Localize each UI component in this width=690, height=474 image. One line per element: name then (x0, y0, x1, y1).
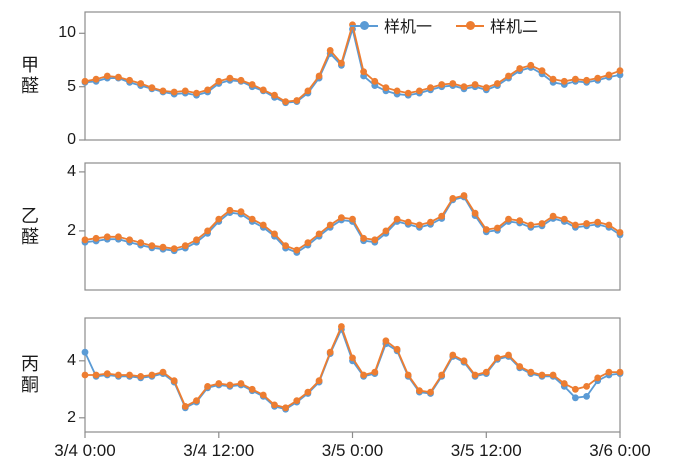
y-tick-label: 5 (67, 77, 76, 95)
legend-label-series1: 样机一 (384, 19, 433, 36)
series2-dot-swatch (466, 20, 476, 30)
x-tick-label: 3/4 0:00 (54, 441, 116, 460)
series1-marker-icon (350, 20, 378, 31)
y-tick-label: 2 (67, 221, 76, 239)
y-axis-title-formaldehyde: 甲醛 (19, 55, 39, 97)
legend-label-series2: 样机二 (490, 19, 539, 36)
y-axis-title-acetone: 丙酮 (19, 354, 39, 396)
x-axis-labels: 3/4 0:00 3/4 12:00 3/5 0:00 3/5 12:00 3/6 0:… (0, 441, 690, 467)
x-tick-label: 3/5 12:00 (450, 441, 522, 460)
y-tick-label: 4 (67, 162, 76, 180)
y-tick-label: 0 (67, 131, 76, 148)
series2-marker-icon (456, 20, 485, 31)
y-tick-label: 4 (67, 351, 76, 369)
x-tick-label: 3/4 12:00 (183, 441, 255, 460)
legend: 样机一 样机二 (350, 13, 538, 37)
plot-area-acetaldehyde (79, 162, 624, 291)
plot-area-acetone (79, 317, 624, 438)
legend-item-series2: 样机二 (456, 13, 538, 37)
x-tick-label: 3/6 0:00 (589, 441, 651, 460)
subplot-acetaldehyde: 乙醛 2 4 (0, 162, 690, 291)
subplot-formaldehyde: 甲醛 0 5 10 (0, 11, 690, 148)
y-tick-label: 2 (67, 408, 76, 426)
legend-item-series1: 样机一 (350, 13, 432, 37)
y-axis-title-acetaldehyde: 乙醛 (19, 205, 39, 248)
x-tick-label: 3/5 0:00 (321, 441, 384, 460)
series1-dot-swatch (360, 20, 369, 30)
subplot-acetone: 丙酮 2 4 (0, 317, 690, 438)
y-tick-label: 10 (58, 24, 76, 42)
